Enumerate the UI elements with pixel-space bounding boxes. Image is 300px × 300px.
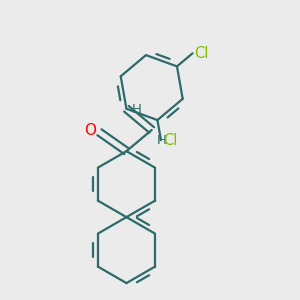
Text: Cl: Cl — [163, 133, 177, 148]
Text: O: O — [84, 123, 96, 138]
Text: Cl: Cl — [195, 46, 209, 61]
Text: H: H — [157, 134, 167, 147]
Text: H: H — [132, 103, 142, 116]
